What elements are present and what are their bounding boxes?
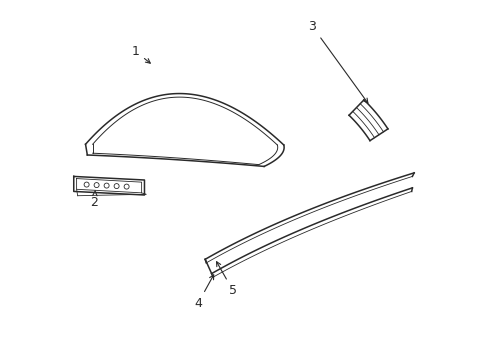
Text: 1: 1 (131, 45, 150, 63)
Text: 3: 3 (308, 20, 367, 103)
Text: 4: 4 (194, 275, 213, 310)
Text: 2: 2 (90, 190, 98, 209)
Text: 5: 5 (216, 262, 237, 297)
